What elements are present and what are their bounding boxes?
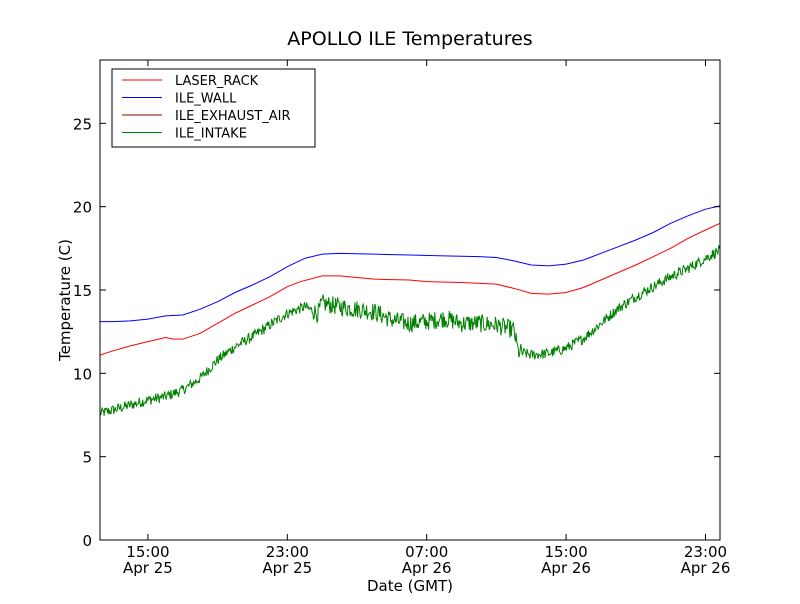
- x-tick-time-label: 23:00: [684, 543, 727, 561]
- y-tick-label: 20: [73, 199, 92, 217]
- x-tick-time-label: 15:00: [126, 543, 169, 561]
- series-group: [100, 205, 720, 416]
- legend-label: ILE_INTAKE: [175, 127, 247, 142]
- y-tick-label: 25: [73, 115, 92, 133]
- legend-label: ILE_EXHAUST_AIR: [175, 109, 291, 124]
- x-tick-date-label: Apr 25: [123, 559, 173, 577]
- series-line-ile-wall: [100, 205, 720, 323]
- y-axis-label: Temperature (C): [56, 239, 74, 362]
- x-tick-date-label: Apr 26: [402, 559, 452, 577]
- plot-area: [99, 59, 721, 541]
- plot-frame: [99, 59, 721, 541]
- x-tick-time-label: 15:00: [544, 543, 587, 561]
- legend-label: ILE_WALL: [175, 92, 237, 107]
- legend-box: [111, 68, 316, 148]
- y-tick-label: 0: [82, 532, 92, 550]
- y-tick-label: 5: [82, 449, 92, 467]
- chart-title: APOLLO ILE Temperatures: [287, 28, 532, 50]
- x-tick-date-label: Apr 26: [541, 559, 591, 577]
- legend-label: LASER_RACK: [175, 74, 259, 89]
- y-tick-label: 15: [73, 282, 92, 300]
- x-tick-date-label: Apr 26: [681, 559, 731, 577]
- series-line-ile-intake: [100, 244, 720, 416]
- x-tick-time-label: 07:00: [405, 543, 448, 561]
- x-tick-time-label: 23:00: [266, 543, 309, 561]
- x-tick-date-label: Apr 25: [262, 559, 312, 577]
- x-axis-label: Date (GMT): [367, 577, 453, 595]
- series-line-laser-rack: [100, 222, 720, 356]
- legend: LASER_RACK ILE_WALL ILE_EXHAUST_AIR ILE_INT…: [111, 68, 316, 148]
- y-tick-label: 10: [73, 365, 92, 383]
